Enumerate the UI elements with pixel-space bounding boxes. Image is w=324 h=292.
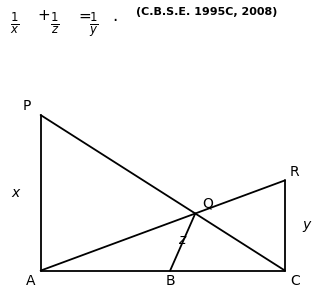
Text: Q: Q — [202, 197, 213, 210]
Text: R: R — [290, 164, 299, 178]
Text: y: y — [303, 218, 311, 232]
Text: C: C — [290, 274, 300, 288]
Text: $\frac{1}{z}$: $\frac{1}{z}$ — [50, 10, 60, 36]
Text: B: B — [165, 274, 175, 288]
Text: $+$: $+$ — [37, 8, 51, 23]
Text: z: z — [178, 234, 185, 248]
Text: .: . — [112, 7, 117, 25]
Text: x: x — [11, 186, 19, 200]
Text: $=$: $=$ — [76, 8, 92, 23]
Text: $\frac{1}{x}$: $\frac{1}{x}$ — [10, 10, 19, 36]
Text: A: A — [26, 274, 36, 288]
Text: $\frac{1}{y}$: $\frac{1}{y}$ — [89, 10, 99, 39]
Text: (C.B.S.E. 1995C, 2008): (C.B.S.E. 1995C, 2008) — [136, 7, 277, 17]
Text: P: P — [22, 99, 31, 113]
